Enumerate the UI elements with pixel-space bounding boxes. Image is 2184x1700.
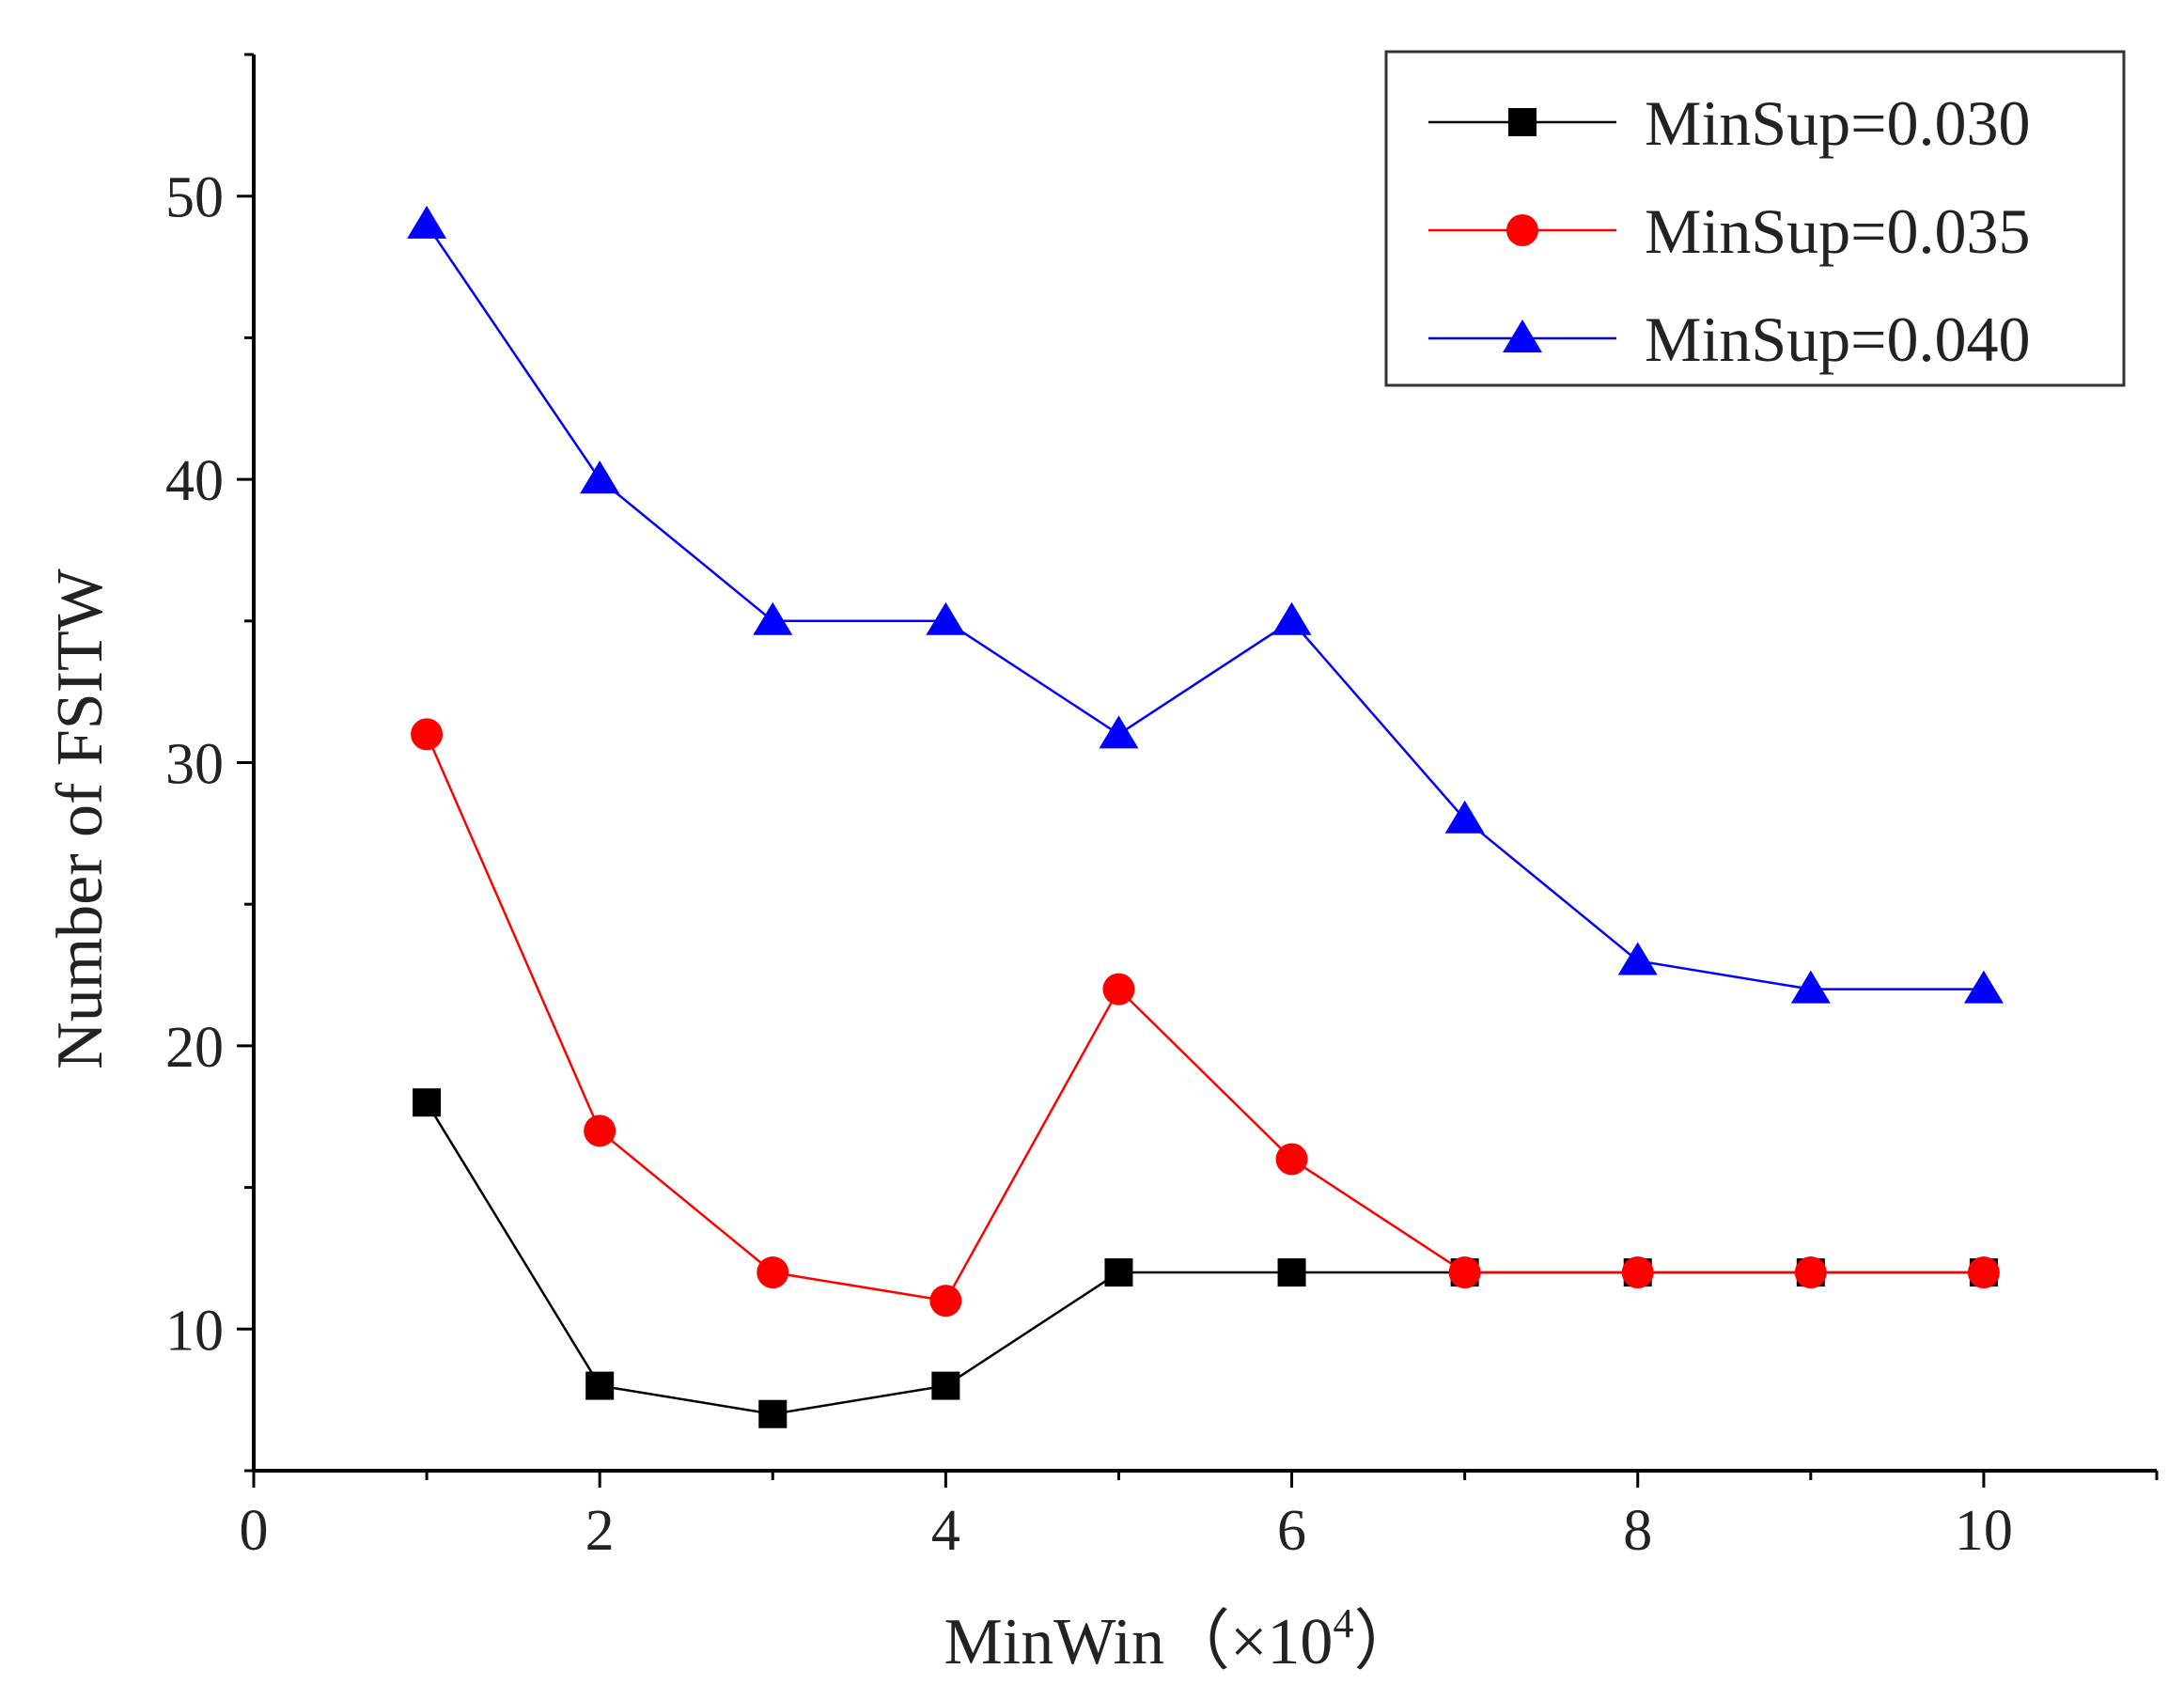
- x-tick-label: 6: [1277, 1499, 1306, 1563]
- x-tick-label: 0: [240, 1499, 269, 1563]
- series-MinSup=0.035: [411, 718, 2000, 1318]
- data-point-circle: [1102, 973, 1135, 1006]
- data-point-circle: [584, 1115, 616, 1147]
- legend-label: MinSup=0.030: [1645, 87, 2031, 159]
- legend-entry: MinSup=0.035: [1428, 195, 2031, 267]
- legend: MinSup=0.030 MinSup=0.035 MinSup=0.040: [1384, 50, 2126, 387]
- y-tick-label: 30: [165, 733, 224, 797]
- data-point-circle: [1621, 1256, 1654, 1289]
- data-point-circle: [757, 1256, 789, 1289]
- data-point-circle: [1967, 1256, 2000, 1289]
- series-line: [426, 1101, 1984, 1415]
- series-MinSup=0.040: [407, 205, 2004, 1004]
- y-axis-label: Number of FSITW: [44, 569, 117, 1069]
- data-point-square: [758, 1399, 788, 1428]
- data-point-circle: [1448, 1256, 1481, 1289]
- series-layer: [407, 205, 2004, 1428]
- data-point-triangle: [926, 601, 966, 635]
- data-point-circle: [1794, 1256, 1827, 1289]
- series-line: [426, 224, 1984, 990]
- data-point-triangle: [753, 601, 793, 635]
- legend-marker-circle: [1506, 214, 1538, 246]
- data-point-triangle: [1271, 601, 1312, 635]
- x-axis-label: MinWin（×104）: [944, 1600, 1420, 1678]
- data-point-triangle: [1617, 942, 1658, 975]
- data-point-triangle: [407, 205, 447, 239]
- y-tick-label: 10: [165, 1299, 224, 1363]
- data-point-triangle: [1444, 800, 1485, 834]
- data-point-square: [1104, 1258, 1133, 1287]
- data-point-triangle: [580, 460, 620, 494]
- y-tick-label: 40: [165, 449, 224, 513]
- legend-entry: MinSup=0.040: [1428, 304, 2031, 375]
- data-point-square: [585, 1371, 615, 1400]
- data-point-square: [413, 1088, 442, 1117]
- legend-entry: MinSup=0.030: [1428, 87, 2031, 159]
- series-line: [425, 733, 1984, 1302]
- x-tick-label: 10: [1955, 1499, 2013, 1563]
- x-tick-label: 2: [585, 1499, 615, 1563]
- data-point-triangle: [1790, 970, 1831, 1004]
- x-tick-label: 4: [931, 1499, 960, 1563]
- legend-box: [1384, 50, 2126, 387]
- y-tick-label: 20: [165, 1016, 224, 1080]
- legend-label: MinSup=0.040: [1645, 304, 2031, 375]
- data-point-circle: [411, 718, 444, 751]
- y-tick-label: 50: [165, 166, 224, 230]
- axes: 10 20 30 40 50 0 2 4 6 8 10 MinWin（×104） Number of F…: [44, 53, 2159, 1678]
- x-tick-label: 8: [1623, 1499, 1652, 1563]
- data-point-triangle: [1963, 970, 2004, 1004]
- series-MinSup=0.030: [413, 1088, 1998, 1428]
- data-point-square: [1277, 1258, 1306, 1287]
- data-point-triangle: [1099, 715, 1139, 749]
- data-point-circle: [929, 1285, 962, 1318]
- data-point-circle: [1275, 1143, 1308, 1176]
- legend-marker-square: [1508, 108, 1537, 136]
- data-point-square: [931, 1371, 960, 1400]
- legend-marker-triangle: [1503, 320, 1542, 352]
- legend-label: MinSup=0.035: [1645, 195, 2031, 267]
